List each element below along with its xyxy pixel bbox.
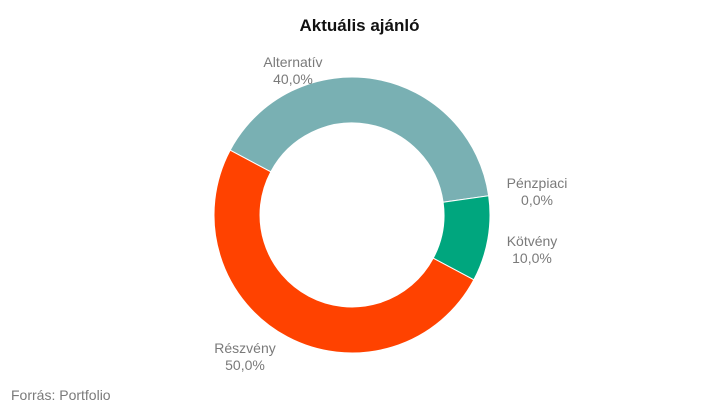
slice-alternativ xyxy=(229,76,490,203)
slice-name: Kötvény xyxy=(506,233,558,249)
slice-label-penzpiaci: Pénzpiaci 0,0% xyxy=(497,175,577,209)
slice-name: Alternatív xyxy=(263,54,323,70)
slice-value: 10,0% xyxy=(512,250,552,266)
slice-label-alternativ: Alternatív 40,0% xyxy=(238,54,348,88)
slice-reszveny xyxy=(213,149,475,354)
slice-value: 50,0% xyxy=(225,357,265,373)
slice-label-kotveny: Kötvény 10,0% xyxy=(497,233,567,267)
source-note: Forrás: Portfolio xyxy=(11,387,111,403)
slice-value: 40,0% xyxy=(273,71,313,87)
slice-label-reszveny: Részvény 50,0% xyxy=(200,340,290,374)
chart-title: Aktuális ajánló xyxy=(299,16,420,35)
slice-value: 0,0% xyxy=(521,192,553,208)
slice-name: Pénzpiaci xyxy=(506,175,568,191)
slice-name: Részvény xyxy=(214,340,276,356)
